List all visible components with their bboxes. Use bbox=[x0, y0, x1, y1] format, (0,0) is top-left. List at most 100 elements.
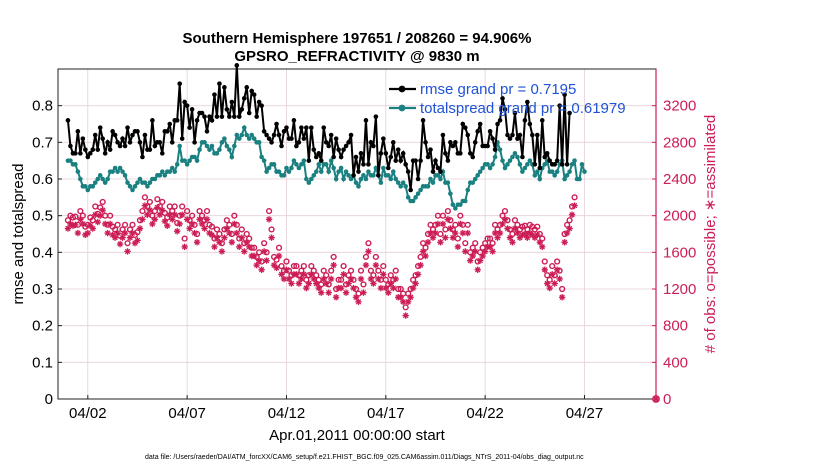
assimilated-obs-point bbox=[129, 229, 136, 237]
assimilated-obs-point bbox=[285, 275, 293, 283]
rmse-point bbox=[467, 151, 473, 156]
possible-obs-point bbox=[121, 221, 129, 228]
x-tick-label: 04/12 bbox=[268, 405, 306, 422]
totalspread-point bbox=[366, 169, 371, 174]
rmse-point bbox=[80, 136, 86, 141]
rmse-point bbox=[199, 110, 205, 116]
totalspread-point bbox=[333, 176, 339, 182]
rmse-point bbox=[87, 151, 93, 156]
totalspread-point bbox=[438, 176, 443, 182]
assimilated-obs-point bbox=[390, 284, 397, 292]
rmse-point bbox=[371, 143, 376, 149]
possible-obs-point bbox=[539, 235, 546, 242]
rmse-point bbox=[207, 114, 212, 119]
possible-obs-point bbox=[92, 203, 99, 210]
totalspread-point bbox=[400, 180, 406, 185]
possible-obs-point bbox=[77, 207, 84, 215]
possible-obs-point bbox=[554, 258, 561, 265]
totalspread-point bbox=[497, 147, 503, 152]
totalspread-point bbox=[259, 154, 264, 160]
totalspread-point bbox=[505, 162, 510, 167]
rmse-point bbox=[559, 162, 565, 167]
possible-obs-point bbox=[422, 244, 429, 251]
rmse-point bbox=[390, 140, 396, 145]
totalspread-point bbox=[122, 173, 128, 178]
possible-obs-point bbox=[226, 221, 233, 228]
rmse-point bbox=[356, 169, 361, 174]
assimilated-obs-point bbox=[499, 220, 506, 228]
assimilated-obs-point bbox=[479, 252, 486, 260]
rmse-point bbox=[157, 140, 163, 145]
possible-obs-point bbox=[370, 272, 377, 279]
rmse-point bbox=[187, 125, 192, 130]
totalspread-point bbox=[517, 162, 523, 167]
y-tick-right-label: 1200 bbox=[663, 281, 696, 298]
totalspread-point bbox=[177, 143, 182, 149]
totalspread-point bbox=[549, 169, 555, 174]
y-tick-right-label: 2800 bbox=[663, 134, 696, 151]
assimilated-obs-point bbox=[439, 220, 447, 228]
legend-marker-spread bbox=[398, 104, 406, 112]
y-tick-left-label: 0.6 bbox=[32, 171, 53, 188]
totalspread-point bbox=[289, 165, 294, 171]
rmse-point bbox=[515, 136, 520, 141]
assimilated-obs-point bbox=[340, 271, 347, 278]
possible-obs-point bbox=[310, 267, 317, 274]
assimilated-obs-point bbox=[330, 261, 337, 269]
totalspread-point bbox=[465, 187, 471, 193]
rmse-point bbox=[167, 121, 173, 127]
assimilated-obs-point bbox=[320, 275, 327, 283]
totalspread-point bbox=[232, 143, 237, 149]
totalspread-point bbox=[130, 187, 135, 193]
totalspread-point bbox=[202, 140, 207, 145]
totalspread-point bbox=[413, 195, 418, 200]
totalspread-point bbox=[281, 173, 287, 178]
totalspread-point bbox=[361, 173, 366, 178]
rmse-point bbox=[284, 125, 289, 130]
assimilated-obs-point bbox=[89, 225, 96, 232]
totalspread-point bbox=[532, 173, 538, 178]
possible-obs-point bbox=[313, 272, 320, 279]
y-axis-left-label: rmse and totalspread bbox=[10, 164, 27, 305]
assimilated-obs-point bbox=[553, 266, 561, 273]
assimilated-obs-point bbox=[347, 275, 355, 283]
possible-obs-point bbox=[149, 212, 156, 219]
possible-obs-point bbox=[395, 285, 402, 293]
y-tick-right-label: 0 bbox=[663, 391, 671, 408]
totalspread-point bbox=[512, 151, 518, 156]
assimilated-obs-point bbox=[124, 248, 131, 255]
y-axis-left-ticks: 0 0.1 0.2 0.3 0.4 0.5 0.6 0.7 0.8 bbox=[32, 98, 62, 408]
rmse-point bbox=[107, 147, 113, 152]
assimilated-obs-point bbox=[275, 252, 283, 260]
rmse-point bbox=[326, 143, 331, 149]
possible-obs-point bbox=[494, 226, 501, 233]
assimilated-obs-point bbox=[99, 206, 106, 214]
possible-obs-point bbox=[196, 207, 203, 215]
assimilated-obs-point bbox=[327, 275, 335, 283]
rmse-point bbox=[249, 88, 255, 94]
rmse-point bbox=[368, 140, 374, 145]
possible-obs-point bbox=[444, 207, 451, 215]
rmse-point bbox=[212, 92, 217, 97]
totalspread-point bbox=[132, 184, 138, 189]
series bbox=[64, 63, 660, 403]
rmse-point bbox=[443, 151, 448, 156]
assimilated-obs-point bbox=[280, 275, 288, 283]
rmse-point bbox=[276, 132, 282, 138]
totalspread-point bbox=[564, 173, 570, 178]
possible-obs-point bbox=[300, 262, 307, 270]
rmse-point bbox=[291, 118, 297, 123]
assimilated-obs-point bbox=[496, 229, 504, 237]
assimilated-obs-point bbox=[221, 234, 228, 241]
totalspread-point bbox=[222, 136, 227, 141]
possible-obs-point bbox=[571, 194, 578, 201]
assimilated-obs-point bbox=[345, 280, 352, 287]
totalspread-point bbox=[500, 158, 505, 163]
rmse-point bbox=[194, 118, 200, 123]
rmse-point bbox=[333, 136, 339, 141]
assimilated-obs-point bbox=[72, 221, 79, 229]
totalspread-point bbox=[572, 158, 577, 163]
legend-label-rmse: rmse grand pr = 0.7195 bbox=[420, 81, 576, 98]
y-axis-right-label: # of obs: o=possible; ∗=assimilated bbox=[702, 115, 719, 354]
possible-obs-point bbox=[472, 240, 479, 247]
